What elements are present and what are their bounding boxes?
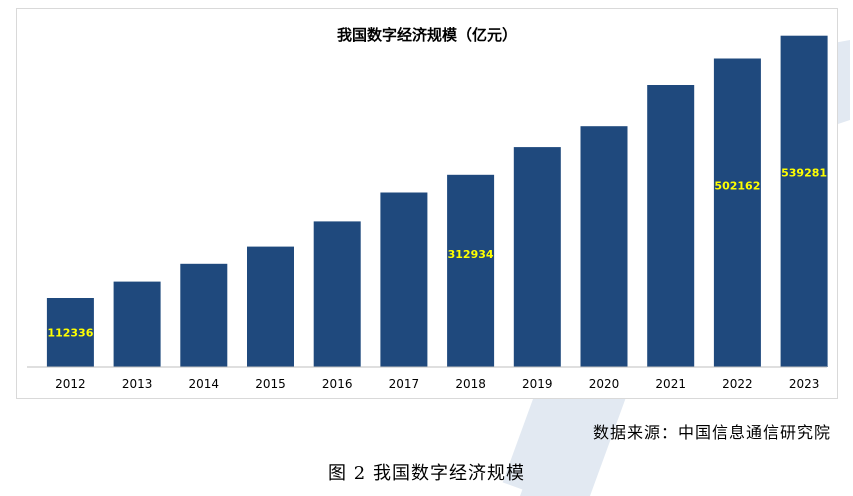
- source-note: 数据来源：中国信息通信研究院: [592, 423, 831, 442]
- bar-2016: [313, 221, 361, 367]
- x-tick-label: 2018: [455, 377, 486, 391]
- x-tick-label: 2017: [389, 377, 420, 391]
- x-tick-label: 2023: [789, 377, 820, 391]
- bars: [46, 35, 828, 367]
- bar-2023: [780, 35, 828, 367]
- x-tick-label: 2012: [55, 377, 86, 391]
- data-label-2018: 312934: [448, 248, 494, 261]
- bar-chart: 2012 2013 2014 2015 2016 2017 2018 2019 2020 2021…: [27, 35, 828, 391]
- x-axis-ticks: 2012 2013 2014 2015 2016 2017 2018 2019 2020 2021…: [55, 377, 819, 391]
- bar-2018: [447, 174, 495, 367]
- bar-2017: [380, 192, 428, 367]
- bar-2012: [46, 298, 94, 367]
- data-label-2023: 539281: [781, 167, 827, 180]
- x-tick-label: 2019: [522, 377, 553, 391]
- chart-title: 我国数字经济规模（亿元）: [336, 26, 517, 44]
- x-tick-label: 2013: [122, 377, 153, 391]
- data-label-2022: 502162: [714, 180, 760, 193]
- bar-2019: [513, 147, 561, 367]
- x-tick-label: 2022: [722, 377, 753, 391]
- x-tick-label: 2021: [655, 377, 686, 391]
- x-tick-label: 2015: [255, 377, 286, 391]
- data-label-2012: 112336: [47, 327, 93, 340]
- bar-2021: [647, 85, 695, 367]
- x-tick-label: 2020: [589, 377, 620, 391]
- x-tick-label: 2016: [322, 377, 353, 391]
- bar-2013: [113, 281, 161, 367]
- figure-caption: 图 2 我国数字经济规模: [328, 463, 525, 484]
- bar-2022: [713, 58, 761, 367]
- bar-2020: [580, 126, 628, 367]
- chart-frame: 我国数字经济规模（亿元） 2012 2013 2014 2015 2016 2017 201…: [16, 8, 838, 399]
- x-tick-label: 2014: [189, 377, 220, 391]
- bar-2014: [180, 263, 228, 367]
- bar-2015: [247, 246, 294, 367]
- data-labels: 112336 312934 502162 539281: [47, 167, 827, 340]
